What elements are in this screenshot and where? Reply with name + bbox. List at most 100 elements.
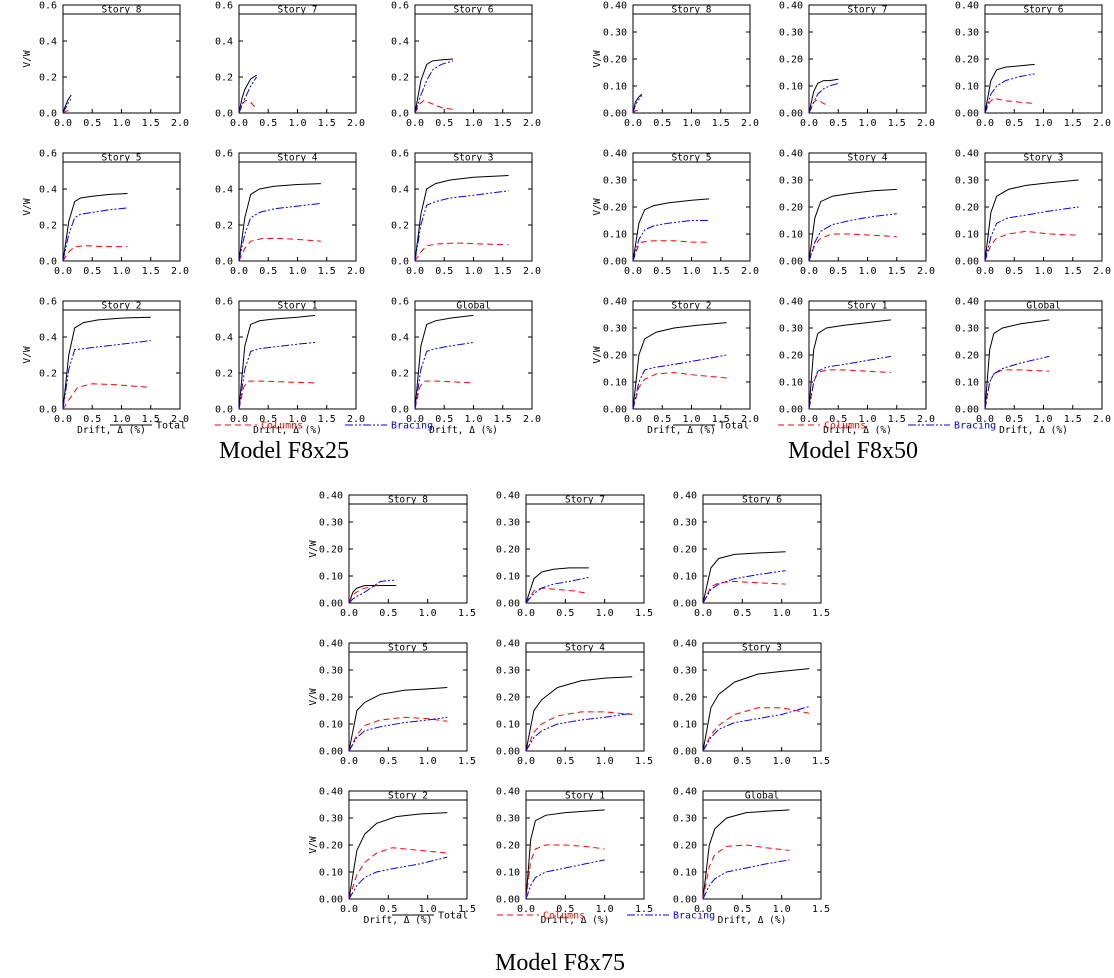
x-tick-label: 0.5 bbox=[83, 414, 101, 425]
panel-title: Story 8 bbox=[101, 5, 141, 16]
series-line-columns bbox=[984, 369, 1050, 410]
panel-story-5: Story 5 0.00 0.10 0.20 0.30 0.40 0.0 0.5 1.0 1.5 2… bbox=[592, 149, 759, 278]
x-tick-label: 1.0 bbox=[464, 266, 482, 277]
x-tick-label: 0.5 bbox=[556, 756, 574, 767]
panel-title: Story 6 bbox=[453, 5, 493, 16]
x-tick-label: 1.5 bbox=[494, 266, 512, 277]
x-tick-label: 1.0 bbox=[419, 756, 437, 767]
y-tick-label: 0.10 bbox=[779, 230, 803, 241]
series-line-columns bbox=[702, 580, 786, 604]
panel-title: Global bbox=[1026, 301, 1060, 312]
series-line-bracing bbox=[702, 570, 786, 604]
series-line-bracing bbox=[632, 95, 643, 114]
series-line-bracing bbox=[632, 220, 709, 262]
series-line-columns bbox=[414, 380, 474, 410]
series-line-total bbox=[808, 78, 839, 114]
x-axis-label: Drift, Δ (%) bbox=[823, 425, 892, 436]
panel-story-6: Story 6 0.0 0.2 0.4 0.6 0.0 0.5 1.0 1.5 2.0 bbox=[391, 1, 541, 130]
x-axis-label: Drift, Δ (%) bbox=[647, 425, 716, 436]
panel-story-8: Story 8 0.0 0.2 0.4 0.6 0.0 0.5 1.0 1.5 2.0 V/W bbox=[22, 1, 189, 130]
y-tick-label: 0.00 bbox=[673, 895, 697, 906]
panel-global: Global 0.00 0.10 0.20 0.30 0.40 0.0 0.5 1.0 1.5 2.… bbox=[955, 297, 1111, 437]
series-line-bracing bbox=[702, 706, 810, 752]
panel-story-4: Story 4 0.0 0.2 0.4 0.6 0.0 0.5 1.0 1.5 2.0 bbox=[215, 149, 365, 278]
x-tick-label: 0.0 bbox=[517, 756, 535, 767]
x-axis-label: Drift, Δ (%) bbox=[364, 915, 433, 926]
y-tick-label: 0.00 bbox=[496, 895, 520, 906]
x-tick-label: 1.5 bbox=[712, 118, 730, 129]
y-tick-label: 0.40 bbox=[955, 149, 979, 160]
series-line-total bbox=[238, 183, 321, 262]
x-tick-label: 0.0 bbox=[800, 118, 818, 129]
x-tick-label: 2.0 bbox=[347, 414, 365, 425]
panel-frame bbox=[414, 4, 533, 114]
panel-title: Story 6 bbox=[742, 495, 782, 506]
x-tick-label: 1.5 bbox=[812, 608, 830, 619]
model-0-group: Story 80.00.20.40.60.0 0.5 1.0 1.5 2.0V/WSto… bbox=[22, 1, 541, 465]
series-line-total bbox=[238, 314, 316, 410]
x-tick-label: 0.0 bbox=[54, 118, 72, 129]
series-line-bracing bbox=[702, 859, 790, 900]
x-tick-label: 0.0 bbox=[624, 266, 642, 277]
x-tick-label: 1.5 bbox=[318, 266, 336, 277]
series-line-total bbox=[414, 58, 454, 114]
model-title: Model F8x25 bbox=[219, 438, 349, 464]
x-tick-label: 0.0 bbox=[230, 266, 248, 277]
series-line-columns bbox=[348, 583, 381, 604]
x-tick-label: 1.5 bbox=[1064, 414, 1082, 425]
x-tick-label: 0.0 bbox=[694, 756, 712, 767]
y-tick-label: 0.00 bbox=[603, 405, 627, 416]
y-tick-label: 0.2 bbox=[39, 221, 57, 232]
y-axis-label: V/W bbox=[592, 50, 603, 67]
x-tick-label: 0.0 bbox=[800, 266, 818, 277]
y-tick-label: 0.20 bbox=[955, 203, 979, 214]
x-tick-label: 2.0 bbox=[917, 118, 935, 129]
series-line-total bbox=[984, 63, 1035, 114]
y-tick-label: 0.40 bbox=[496, 491, 520, 502]
x-tick-label: 1.5 bbox=[812, 904, 830, 915]
y-tick-label: 0.0 bbox=[215, 257, 233, 268]
y-tick-label: 0.6 bbox=[39, 1, 57, 12]
y-tick-label: 0.10 bbox=[955, 230, 979, 241]
series-line-bracing bbox=[984, 73, 1035, 114]
x-tick-label: 1.5 bbox=[318, 118, 336, 129]
x-tick-label: 0.0 bbox=[54, 266, 72, 277]
panel-frame bbox=[808, 152, 927, 262]
panel-story-1: Story 1 0.00 0.10 0.20 0.30 0.40 0.0 0.5 1.0 1.5 D… bbox=[496, 787, 653, 927]
x-tick-label: 1.5 bbox=[888, 266, 906, 277]
panel-title: Story 4 bbox=[565, 643, 605, 654]
y-tick-label: 0.10 bbox=[673, 720, 697, 731]
legend: Total Columns Bracing bbox=[392, 911, 715, 922]
panel-story-5: Story 5 0.0 0.2 0.4 0.6 0.0 0.5 1.0 1.5 2.0 V/W bbox=[22, 149, 189, 278]
x-tick-label: 1.5 bbox=[1064, 266, 1082, 277]
series-line-columns bbox=[238, 99, 256, 114]
x-tick-label: 1.0 bbox=[288, 118, 306, 129]
x-tick-label: 1.5 bbox=[888, 414, 906, 425]
x-tick-label: 1.5 bbox=[318, 414, 336, 425]
x-tick-label: 0.0 bbox=[976, 266, 994, 277]
x-tick-label: 1.0 bbox=[596, 608, 614, 619]
series-line-total bbox=[702, 668, 810, 752]
y-tick-label: 0.6 bbox=[391, 149, 409, 160]
y-tick-label: 0.4 bbox=[215, 185, 233, 196]
y-tick-label: 0.2 bbox=[215, 221, 233, 232]
y-tick-label: 0.4 bbox=[215, 333, 233, 344]
series-line-bracing bbox=[238, 341, 316, 410]
y-tick-label: 0.20 bbox=[673, 545, 697, 556]
series-line-total bbox=[62, 193, 128, 262]
x-tick-label: 0.0 bbox=[406, 118, 424, 129]
panel-title: Story 4 bbox=[277, 153, 317, 164]
y-tick-label: 0.00 bbox=[603, 109, 627, 120]
y-tick-label: 0.4 bbox=[215, 37, 233, 48]
x-tick-label: 0.5 bbox=[379, 608, 397, 619]
y-tick-label: 0.10 bbox=[603, 378, 627, 389]
series-line-total bbox=[525, 809, 605, 900]
series-line-columns bbox=[984, 97, 1035, 114]
x-tick-label: 0.5 bbox=[653, 118, 671, 129]
series-line-total bbox=[632, 198, 710, 262]
y-tick-label: 0.40 bbox=[603, 149, 627, 160]
y-tick-label: 0.10 bbox=[496, 720, 520, 731]
x-tick-label: 1.0 bbox=[858, 414, 876, 425]
panel-frame bbox=[808, 4, 927, 114]
panel-title: Story 5 bbox=[101, 153, 141, 164]
